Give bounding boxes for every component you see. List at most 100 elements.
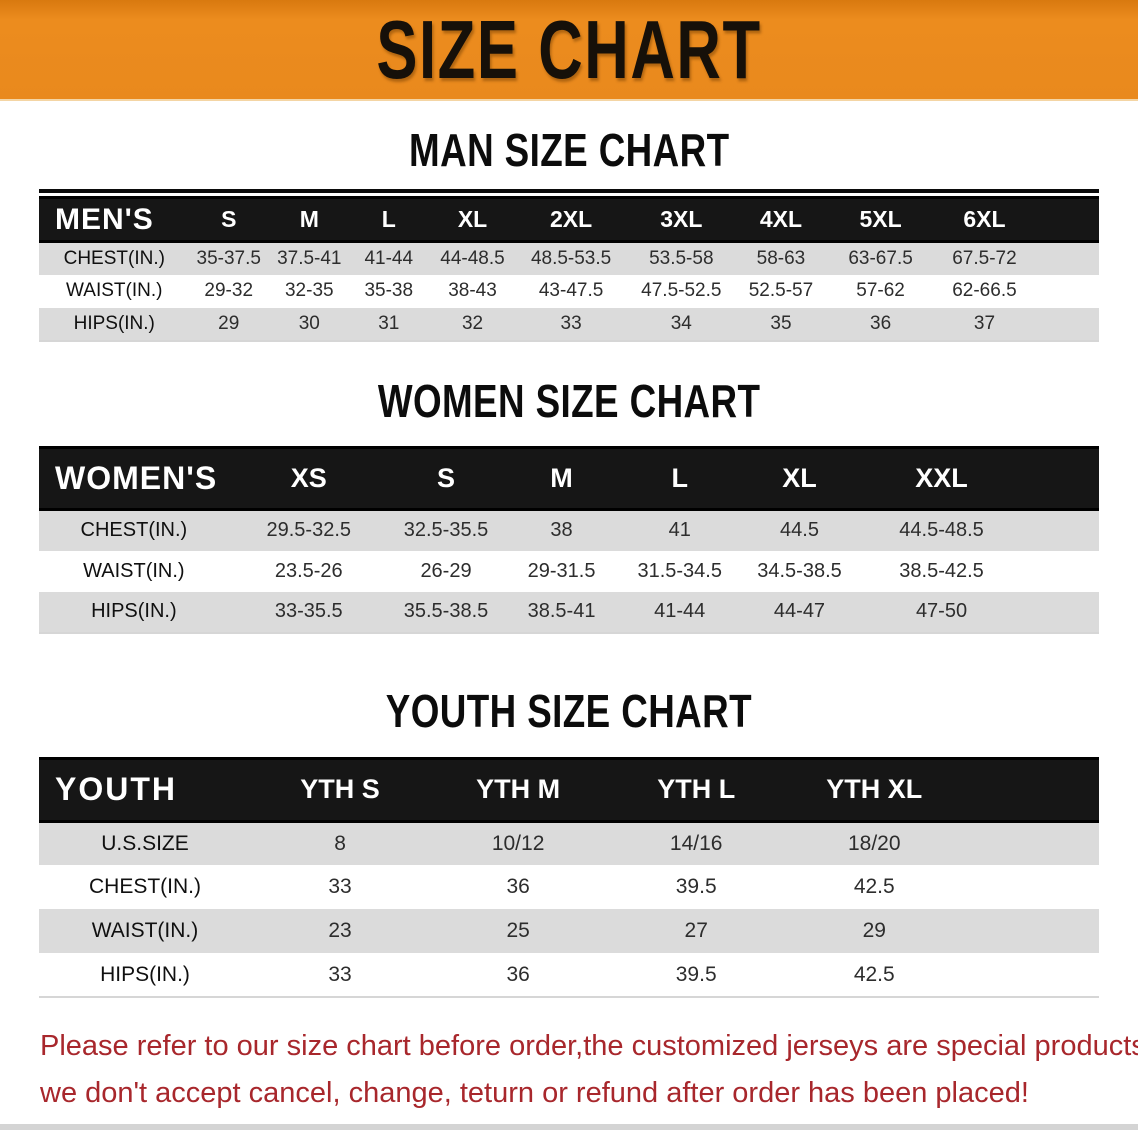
- row-label: CHEST(IN.): [39, 241, 190, 275]
- column-header: XXL: [859, 446, 1024, 512]
- row-spacer: [963, 953, 1099, 998]
- size-value-cell: 44-48.5: [426, 241, 519, 275]
- table-corner-label: YOUTH: [39, 756, 251, 823]
- row-spacer: [1023, 509, 1099, 551]
- row-label: WAIST(IN.): [39, 909, 251, 954]
- section-man: MAN SIZE CHART MEN'S S M L XL 2XL 3XL 4XL 5XL 6XL…: [0, 126, 1138, 342]
- column-header: L: [350, 196, 427, 244]
- size-value-cell: 44.5-48.5: [859, 509, 1024, 551]
- size-value-cell: 57-62: [823, 274, 938, 308]
- size-value-cell: 33: [251, 865, 430, 910]
- header-row: YOUTH YTH S YTH M YTH L YTH XL: [39, 756, 1099, 823]
- column-header: S: [388, 446, 504, 512]
- column-header: 4XL: [738, 196, 824, 244]
- size-value-cell: 36: [429, 865, 608, 910]
- table-row: CHEST(IN.) 29.5-32.5 32.5-35.5 38 41 44.5 44.5…: [39, 509, 1099, 551]
- table-row: CHEST(IN.) 35-37.5 37.5-41 41-44 44-48.5 48.5…: [39, 241, 1099, 275]
- section-heading-women-text: WOMEN SIZE CHART: [377, 374, 761, 427]
- header-spacer: [1023, 446, 1099, 512]
- size-value-cell: 38-43: [426, 274, 519, 308]
- size-value-cell: 52.5-57: [738, 274, 824, 308]
- size-value-cell: 38.5-42.5: [859, 550, 1024, 592]
- size-value-cell: 67.5-72: [937, 241, 1032, 275]
- section-heading-youth-text: YOUTH SIZE CHART: [385, 684, 753, 737]
- row-spacer: [1023, 550, 1099, 592]
- size-value-cell: 29-32: [189, 274, 268, 308]
- column-header: M: [267, 196, 351, 244]
- table-row: WAIST(IN.) 29-32 32-35 35-38 38-43 43-47.5 47.…: [39, 274, 1099, 308]
- size-value-cell: 38: [503, 509, 620, 551]
- table-row: HIPS(IN.) 33 36 39.5 42.5: [39, 953, 1099, 998]
- table-row: CHEST(IN.) 33 36 39.5 42.5: [39, 865, 1099, 910]
- size-value-cell: 41: [619, 509, 740, 551]
- size-value-cell: 26-29: [388, 550, 504, 592]
- section-heading-man-text: MAN SIZE CHART: [408, 124, 730, 176]
- table-row: WAIST(IN.) 23.5-26 26-29 29-31.5 31.5-34.5 34…: [39, 550, 1099, 592]
- section-heading-youth: YOUTH SIZE CHART: [0, 684, 1138, 737]
- size-value-cell: 47-50: [859, 591, 1024, 633]
- column-header: YTH L: [607, 756, 786, 823]
- row-spacer: [1031, 307, 1099, 341]
- size-value-cell: 42.5: [785, 865, 964, 910]
- disclaimer-line-2: we don't accept cancel, change, teturn o…: [40, 1076, 1029, 1109]
- section-women: WOMEN SIZE CHART WOMEN'S XS S M L XL XXL CHEST(…: [0, 374, 1138, 634]
- size-value-cell: 34.5-38.5: [739, 550, 860, 592]
- column-header: S: [189, 196, 268, 244]
- size-value-cell: 34: [624, 307, 739, 341]
- size-value-cell: 23: [251, 909, 430, 954]
- size-value-cell: 63-67.5: [823, 241, 938, 275]
- row-spacer: [963, 865, 1099, 910]
- column-header: 5XL: [823, 196, 938, 244]
- table-row: HIPS(IN.) 29 30 31 32 33 34 35 36 37: [39, 307, 1099, 341]
- size-value-cell: 10/12: [429, 821, 608, 866]
- column-header: YTH S: [251, 756, 430, 823]
- size-value-cell: 35: [738, 307, 824, 341]
- size-value-cell: 53.5-58: [624, 241, 739, 275]
- size-value-cell: 36: [429, 953, 608, 998]
- header-spacer: [1031, 196, 1099, 244]
- section-youth: YOUTH SIZE CHART YOUTH YTH S YTH M YTH L YTH…: [0, 684, 1138, 999]
- size-value-cell: 39.5: [607, 953, 786, 998]
- header-spacer: [963, 756, 1099, 823]
- table-top-rule: [39, 189, 1099, 194]
- header-row: WOMEN'S XS S M L XL XXL: [39, 446, 1099, 512]
- size-value-cell: 41-44: [619, 591, 740, 633]
- row-label: HIPS(IN.): [39, 591, 229, 633]
- size-value-cell: 35.5-38.5: [388, 591, 504, 633]
- column-header: 2XL: [518, 196, 625, 244]
- column-header: YTH XL: [785, 756, 964, 823]
- header-row: MEN'S S M L XL 2XL 3XL 4XL 5XL 6XL: [39, 196, 1099, 244]
- size-value-cell: 33: [251, 953, 430, 998]
- column-header: XS: [228, 446, 389, 512]
- size-value-cell: 42.5: [785, 953, 964, 998]
- size-value-cell: 33: [518, 307, 625, 341]
- size-value-cell: 33-35.5: [228, 591, 389, 633]
- size-value-cell: 37: [937, 307, 1032, 341]
- size-value-cell: 8: [251, 821, 430, 866]
- table-row: WAIST(IN.) 23 25 27 29: [39, 909, 1099, 954]
- row-spacer: [1023, 591, 1099, 633]
- size-value-cell: 29.5-32.5: [228, 509, 389, 551]
- table-corner-label: MEN'S: [39, 196, 190, 244]
- row-label: CHEST(IN.): [39, 509, 229, 551]
- youth-table-container: YOUTH YTH S YTH M YTH L YTH XL U.S.SIZE 8 10/12…: [39, 756, 1099, 999]
- size-table-youth: YOUTH YTH S YTH M YTH L YTH XL U.S.SIZE 8 10/12…: [39, 756, 1099, 999]
- row-label: HIPS(IN.): [39, 953, 251, 998]
- table-row: HIPS(IN.) 33-35.5 35.5-38.5 38.5-41 41-44 44-…: [39, 591, 1099, 633]
- size-value-cell: 30: [267, 307, 351, 341]
- row-spacer: [1031, 274, 1099, 308]
- size-value-cell: 25: [429, 909, 608, 954]
- row-label: U.S.SIZE: [39, 821, 251, 866]
- disclaimer: Please refer to our size chart before or…: [40, 1023, 1138, 1116]
- size-value-cell: 29: [189, 307, 268, 341]
- column-header: M: [503, 446, 620, 512]
- row-label: HIPS(IN.): [39, 307, 190, 341]
- row-spacer: [963, 821, 1099, 866]
- column-header: 3XL: [624, 196, 739, 244]
- section-heading-man: MAN SIZE CHART: [0, 124, 1138, 176]
- size-table-men: MEN'S S M L XL 2XL 3XL 4XL 5XL 6XL CHEST(IN.) 35-37…: [39, 196, 1099, 342]
- column-header: YTH M: [429, 756, 608, 823]
- row-spacer: [1031, 241, 1099, 275]
- women-table-container: WOMEN'S XS S M L XL XXL CHEST(IN.) 29.5-32.5 32.5…: [39, 446, 1099, 634]
